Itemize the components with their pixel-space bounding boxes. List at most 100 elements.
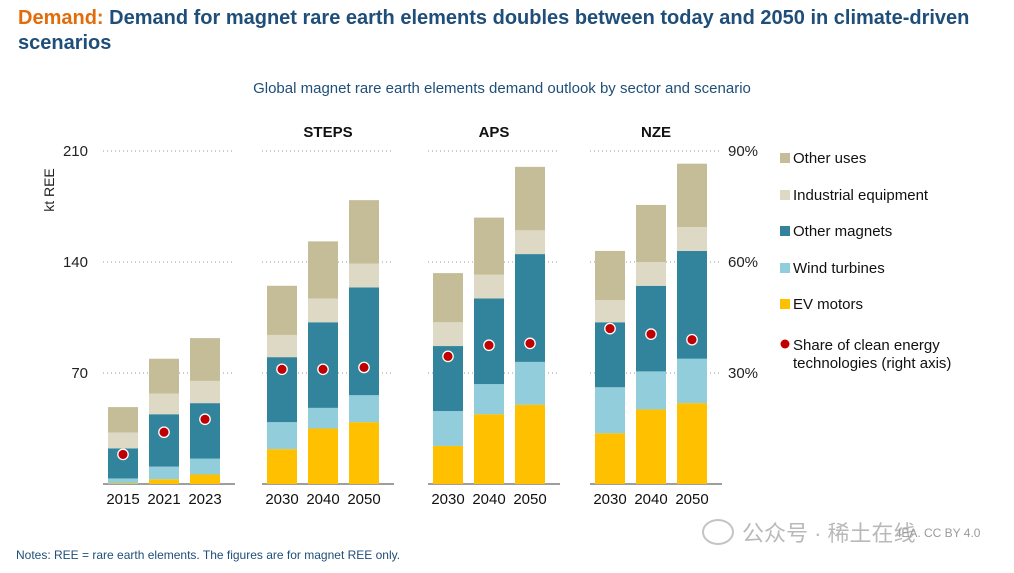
- share-marker: [358, 361, 370, 374]
- share-marker: [686, 333, 698, 346]
- bar-segment-industrial-equipment: [308, 298, 338, 323]
- title-lead: Demand:: [18, 7, 104, 29]
- bar-segment-industrial-equipment: [677, 227, 707, 251]
- bar-segment-industrial-equipment: [636, 262, 666, 286]
- bar-segment-wind-turbines: [308, 407, 338, 429]
- chart-subtitle: Global magnet rare earth elements demand…: [253, 80, 751, 97]
- y-axis-label: kt REE: [41, 168, 57, 212]
- legend-label: Other magnets: [793, 223, 892, 240]
- bar-segment-wind-turbines: [108, 478, 138, 484]
- bar-segment-industrial-equipment: [595, 300, 625, 323]
- bar-segment-industrial-equipment: [108, 432, 138, 449]
- y-tick-label: 140: [63, 254, 88, 271]
- source-credit: IEA. CC BY 4.0: [898, 526, 981, 540]
- bar-segment-ev-motors: [308, 428, 338, 484]
- share-marker: [524, 337, 536, 350]
- bar-segment-wind-turbines: [595, 387, 625, 434]
- bar-segment-wind-turbines: [149, 466, 179, 480]
- legend-label: Industrial equipment: [793, 187, 929, 204]
- x-tick-label: 2040: [634, 491, 667, 508]
- x-tick-label: 2015: [106, 491, 139, 508]
- x-tick-label: 2050: [675, 491, 708, 508]
- footnote: Notes: REE = rare earth elements. The fi…: [16, 548, 401, 562]
- share-marker: [117, 448, 129, 461]
- bar-segment-other-uses: [677, 163, 707, 228]
- share-marker: [276, 363, 288, 376]
- share-marker: [199, 413, 211, 426]
- legend-swatch: [780, 226, 790, 236]
- bar-segment-wind-turbines: [474, 384, 504, 415]
- bar-segment-ev-motors: [595, 433, 625, 484]
- bar-segment-industrial-equipment: [474, 274, 504, 299]
- bar-segment-other-uses: [267, 285, 297, 335]
- bar-segment-ev-motors: [267, 449, 297, 484]
- bar-segment-wind-turbines: [636, 371, 666, 410]
- bar-segment-wind-turbines: [515, 361, 545, 405]
- bar-segment-industrial-equipment: [190, 380, 220, 404]
- scenario-label: NZE: [641, 124, 671, 141]
- legend-swatch: [780, 263, 790, 273]
- bar-segment-industrial-equipment: [515, 230, 545, 255]
- bar-segment-other-uses: [190, 338, 220, 381]
- bar-segment-other-uses: [108, 407, 138, 433]
- bar-segment-industrial-equipment: [349, 263, 379, 288]
- bar-segment-wind-turbines: [349, 395, 379, 423]
- y2-tick-label: 30%: [728, 365, 758, 382]
- bar-segment-industrial-equipment: [433, 322, 463, 347]
- bar-segment-ev-motors: [515, 404, 545, 484]
- legend-label: EV motors: [793, 296, 863, 313]
- bar-segment-ev-motors: [149, 479, 179, 484]
- bar-segment-other-magnets: [349, 287, 379, 396]
- legend-swatch: [780, 190, 790, 200]
- share-marker: [158, 426, 170, 439]
- share-marker: [645, 328, 657, 340]
- scenario-label: APS: [479, 124, 510, 141]
- legend-label-line1: Share of clean energy: [793, 337, 940, 354]
- x-tick-label: 2030: [431, 491, 464, 508]
- share-marker: [483, 339, 495, 352]
- legend-swatch: [780, 299, 790, 309]
- bar-segment-ev-motors: [190, 474, 220, 484]
- bar-segment-wind-turbines: [190, 458, 220, 475]
- bar-segment-wind-turbines: [677, 358, 707, 404]
- bar-segment-wind-turbines: [267, 422, 297, 450]
- x-tick-label: 2050: [513, 491, 546, 508]
- title-text: Demand for magnet rare earth elements do…: [18, 7, 970, 54]
- watermark-text: 公众号 · 稀土在线: [742, 521, 916, 546]
- bar-segment-industrial-equipment: [149, 393, 179, 415]
- wechat-icon: [702, 519, 734, 545]
- legend-marker: [780, 339, 790, 349]
- bar-segment-wind-turbines: [433, 411, 463, 446]
- scenario-label: STEPS: [303, 124, 352, 141]
- x-tick-label: 2040: [306, 491, 339, 508]
- x-tick-label: 2040: [472, 491, 505, 508]
- bar-segment-ev-motors: [349, 422, 379, 484]
- bar-segment-other-uses: [515, 166, 545, 231]
- y2-tick-label: 60%: [728, 254, 758, 271]
- y2-tick-label: 90%: [728, 143, 758, 160]
- legend-label: Other uses: [793, 150, 866, 167]
- bar-segment-industrial-equipment: [267, 334, 297, 358]
- bar-segment-other-uses: [636, 204, 666, 262]
- share-marker: [604, 322, 616, 335]
- x-tick-label: 2021: [147, 491, 180, 508]
- bar-segment-other-magnets: [149, 414, 179, 467]
- share-marker: [317, 363, 329, 376]
- bar-segment-ev-motors: [474, 414, 504, 484]
- legend-label-line2: technologies (right axis): [793, 355, 951, 372]
- y-tick-label: 70: [71, 365, 88, 382]
- watermark: 公众号 · 稀土在线: [702, 516, 916, 548]
- bar-segment-other-uses: [308, 241, 338, 299]
- bar-segment-other-uses: [595, 250, 625, 301]
- y-tick-label: 210: [63, 143, 88, 160]
- bar-segment-other-magnets: [190, 403, 220, 459]
- legend-swatch: [780, 153, 790, 163]
- share-marker: [442, 350, 454, 363]
- legend-label: Wind turbines: [793, 260, 885, 277]
- bar-segment-ev-motors: [108, 483, 138, 484]
- bar-segment-ev-motors: [433, 445, 463, 484]
- x-tick-label: 2050: [347, 491, 380, 508]
- bar-segment-ev-motors: [677, 403, 707, 484]
- bar-segment-other-uses: [474, 217, 504, 275]
